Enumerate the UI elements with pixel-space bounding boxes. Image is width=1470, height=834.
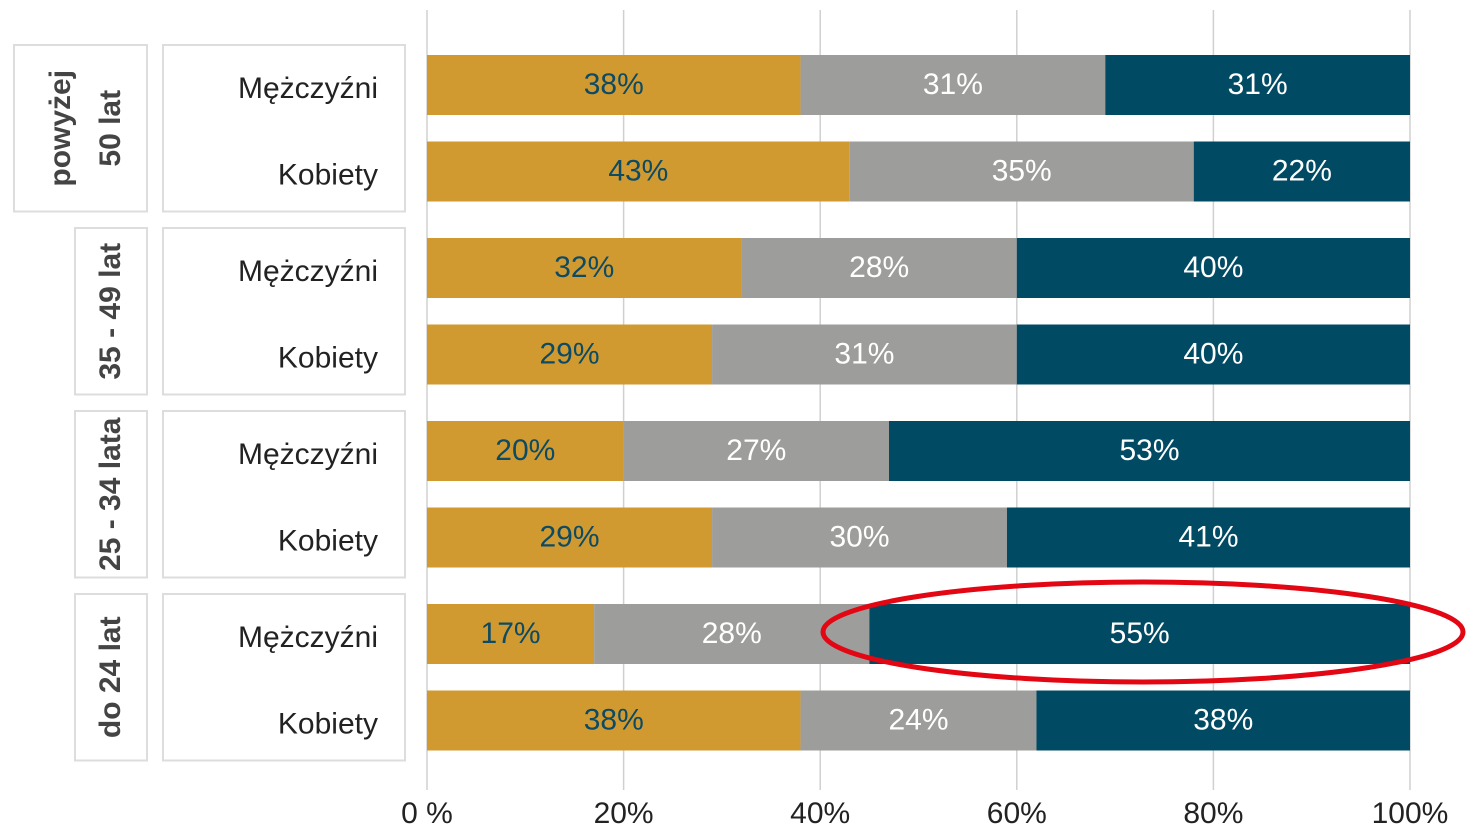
group-label: 50 lat — [94, 90, 127, 167]
group-box — [13, 44, 148, 213]
category-label: Mężczyźni — [238, 621, 378, 654]
data-label: 31% — [923, 68, 983, 101]
bar-segment — [427, 324, 713, 385]
data-label: 38% — [584, 68, 644, 101]
group-label: 25 - 34 lata — [94, 417, 127, 571]
data-label: 38% — [1193, 703, 1253, 736]
data-label: 28% — [849, 251, 909, 284]
grid — [426, 10, 1411, 790]
category-label: Kobiety — [278, 524, 378, 557]
bar-segment — [800, 55, 1106, 115]
data-label: 32% — [554, 251, 614, 284]
data-label: 28% — [702, 617, 762, 650]
bar-segment — [889, 421, 1410, 481]
data-label: 22% — [1272, 154, 1332, 187]
category-label: Kobiety — [278, 707, 378, 740]
data-label: 53% — [1119, 434, 1179, 467]
group-box — [74, 227, 148, 396]
data-label: 31% — [834, 337, 894, 370]
data-label: 43% — [608, 154, 668, 187]
data-label: 27% — [726, 434, 786, 467]
bar-segment — [1016, 324, 1410, 385]
group-label: powyżej — [44, 70, 77, 187]
bar-segment — [712, 324, 1017, 385]
bar-segment — [427, 604, 595, 664]
bar-segment — [427, 507, 713, 568]
x-tick-label: 40% — [790, 797, 850, 830]
bar-segment — [849, 141, 1194, 202]
bars — [427, 55, 1410, 751]
group-label: do 24 lat — [94, 616, 127, 738]
bar-segment — [427, 238, 742, 298]
data-label: 38% — [584, 703, 644, 736]
bar-segment — [427, 690, 801, 751]
category-label: Kobiety — [278, 158, 378, 191]
category-box — [162, 593, 406, 762]
bar-segment — [741, 238, 1017, 298]
data-label: 40% — [1183, 337, 1243, 370]
x-tick-label: 100% — [1372, 797, 1449, 830]
data-label: 17% — [481, 617, 541, 650]
bar-segment — [427, 141, 850, 202]
category-box — [162, 227, 406, 396]
data-label: 20% — [495, 434, 555, 467]
bar-segment — [1036, 690, 1410, 751]
category-box — [162, 44, 406, 213]
data-label: 35% — [992, 154, 1052, 187]
bar-segment — [623, 421, 890, 481]
data-label: 29% — [540, 520, 600, 553]
data-label: 41% — [1178, 520, 1238, 553]
category-box — [162, 410, 406, 579]
group-box — [74, 593, 148, 762]
data-label: 40% — [1183, 251, 1243, 284]
x-tick-label: 0 % — [401, 797, 453, 830]
data-label: 31% — [1228, 68, 1288, 101]
highlight-ellipse — [820, 579, 1466, 685]
category-label: Mężczyźni — [238, 72, 378, 105]
data-label: 30% — [829, 520, 889, 553]
bar-segment — [800, 690, 1037, 751]
x-tick-label: 80% — [1183, 797, 1243, 830]
bar-segment — [1193, 141, 1410, 202]
x-tick-label: 60% — [987, 797, 1047, 830]
bar-segment — [1016, 238, 1410, 298]
bar-segment — [427, 55, 801, 115]
group-box — [74, 410, 148, 579]
bar-segment — [1006, 507, 1410, 568]
x-tick-label: 20% — [594, 797, 654, 830]
data-label: 55% — [1110, 617, 1170, 650]
group-label: 35 - 49 lat — [94, 243, 127, 380]
category-label: Mężczyźni — [238, 438, 378, 471]
data-label: 24% — [888, 703, 948, 736]
bar-segment — [427, 421, 624, 481]
bar-segment — [869, 604, 1410, 664]
bar-segment — [712, 507, 1007, 568]
data-label: 29% — [540, 337, 600, 370]
bar-segment — [1105, 55, 1410, 115]
category-label: Kobiety — [278, 341, 378, 374]
category-label: Mężczyźni — [238, 255, 378, 288]
